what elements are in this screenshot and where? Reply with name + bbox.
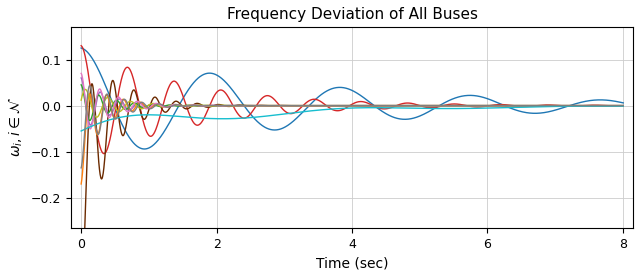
Title: Frequency Deviation of All Buses: Frequency Deviation of All Buses <box>227 7 477 22</box>
Y-axis label: $\omega_i, i \in \mathcal{N}$: $\omega_i, i \in \mathcal{N}$ <box>7 98 26 158</box>
X-axis label: Time (sec): Time (sec) <box>316 256 388 270</box>
